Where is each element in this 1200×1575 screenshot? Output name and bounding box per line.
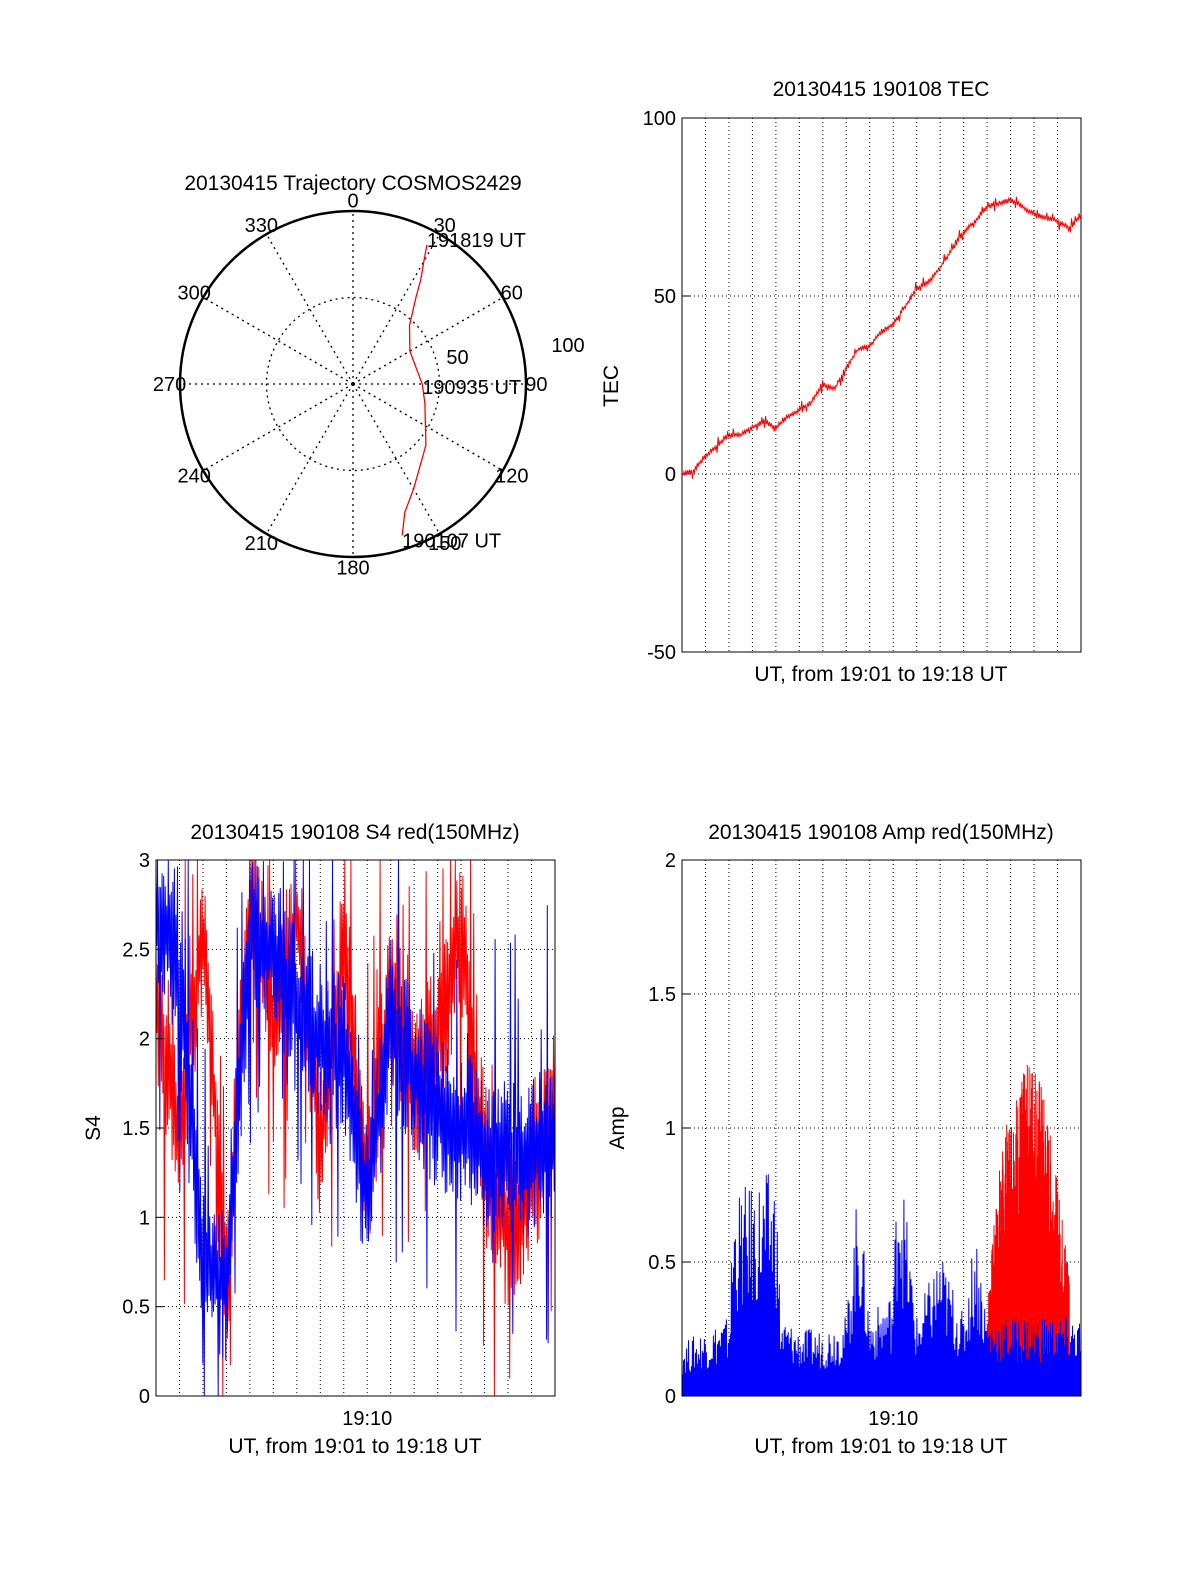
s4-title: 20130415 190108 S4 red(150MHz)	[190, 821, 519, 844]
tec-x-label: UT, from 19:01 to 19:18 UT	[754, 663, 1007, 686]
s4-panel: 20130415 190108 S4 red(150MHz) 0 0.5 1 1.5 2…	[82, 821, 556, 1458]
polar-outer-ring	[178, 209, 528, 559]
trajectory-title: 20130415 Trajectory COSMOS2429	[184, 172, 521, 195]
azimuth-label-90: 90	[525, 374, 547, 396]
tec-series	[681, 196, 1082, 479]
trajectory-annotations: 191819 UT 190935 UT 190107 UT	[402, 230, 526, 552]
polar-spoke	[265, 383, 354, 535]
polar-spoke	[352, 383, 504, 472]
tec-y-ticks: -50 0 50 100	[643, 108, 690, 664]
tec-panel: 20130415 190108 TEC -50 0 50 100 TEC UT, fr…	[600, 78, 1082, 686]
azimuth-label-210: 210	[245, 533, 278, 555]
radial-label-50: 50	[446, 347, 468, 369]
annotation-time-0: 191819 UT	[427, 230, 526, 252]
tec-y-label: TEC	[600, 365, 623, 407]
azimuth-label-270: 270	[153, 374, 186, 396]
azimuth-label-30: 30	[434, 215, 456, 237]
tec-frame	[681, 117, 1082, 653]
s4-y-ticks: 0 0.5 1 1.5 2 2.5 3	[122, 850, 164, 1408]
annotation-time-2: 190107 UT	[402, 530, 501, 552]
trajectory-panel: 20130415 Trajectory COSMOS2429 0 30 60 90 12…	[153, 172, 585, 579]
s4-x-label: UT, from 19:01 to 19:18 UT	[228, 1435, 481, 1458]
x-tick-label: 19:10	[868, 1408, 918, 1430]
y-tick-label: 2	[665, 850, 676, 872]
polar-ring-50	[265, 296, 441, 472]
polar-spoke	[352, 296, 504, 385]
y-tick-label: 100	[643, 108, 676, 130]
azimuth-label-240: 240	[178, 466, 211, 488]
y-tick-label: 0.5	[122, 1297, 150, 1319]
s4-x-ticks: 19:10	[342, 1408, 392, 1430]
amp-panel: 20130415 190108 Amp red(150MHz) 0 0.5 1 1.5…	[606, 821, 1082, 1458]
s4-y-label: S4	[82, 1115, 105, 1141]
amp-title: 20130415 190108 Amp red(150MHz)	[708, 821, 1054, 844]
polar-radial-labels: 50 100	[446, 335, 584, 369]
tec-grid	[682, 118, 1081, 652]
y-tick-label: -50	[647, 642, 676, 664]
y-tick-label: 50	[654, 286, 676, 308]
y-tick-label: 0	[665, 464, 676, 486]
azimuth-label-330: 330	[245, 215, 278, 237]
series-line-red	[681, 196, 1082, 479]
polar-spoke	[352, 233, 441, 385]
amp-x-label: UT, from 19:01 to 19:18 UT	[754, 1435, 1007, 1458]
amp-series	[681, 1064, 1082, 1397]
trajectory-track	[401, 244, 428, 536]
polar-spoke	[202, 383, 354, 472]
x-tick-label: 19:10	[342, 1408, 392, 1430]
radial-label-100: 100	[551, 335, 584, 357]
y-tick-label: 3	[139, 850, 150, 872]
polar-spoke	[352, 383, 441, 535]
y-tick-label: 0.5	[648, 1252, 676, 1274]
amp-x-ticks: 19:10	[868, 1408, 918, 1430]
azimuth-label-0: 0	[347, 191, 358, 213]
y-tick-label: 1	[139, 1207, 150, 1229]
annotation-time-1: 190935 UT	[422, 377, 521, 399]
azimuth-label-150: 150	[428, 533, 461, 555]
azimuth-label-60: 60	[501, 282, 523, 304]
y-tick-label: 2.5	[122, 939, 150, 961]
y-tick-label: 1	[665, 1118, 676, 1140]
azimuth-label-300: 300	[178, 282, 211, 304]
amp-y-label: Amp	[606, 1106, 629, 1149]
s4-series	[155, 859, 556, 1397]
azimuth-label-120: 120	[495, 466, 528, 488]
polar-grid	[180, 211, 526, 557]
amp-y-ticks: 0 0.5 1 1.5 2	[648, 850, 690, 1408]
polar-spoke	[265, 233, 354, 385]
y-tick-label: 0	[665, 1386, 676, 1408]
series-line-blue	[155, 859, 556, 1397]
y-tick-label: 2	[139, 1029, 150, 1051]
y-tick-label: 1.5	[648, 984, 676, 1006]
y-tick-label: 0	[139, 1386, 150, 1408]
polar-azimuth-labels: 0 30 60 90 120 150 180 210 240 270 300 330	[153, 191, 548, 580]
y-tick-label: 1.5	[122, 1118, 150, 1140]
azimuth-label-180: 180	[336, 557, 369, 579]
tec-title: 20130415 190108 TEC	[773, 78, 990, 101]
polar-spoke	[202, 296, 354, 385]
